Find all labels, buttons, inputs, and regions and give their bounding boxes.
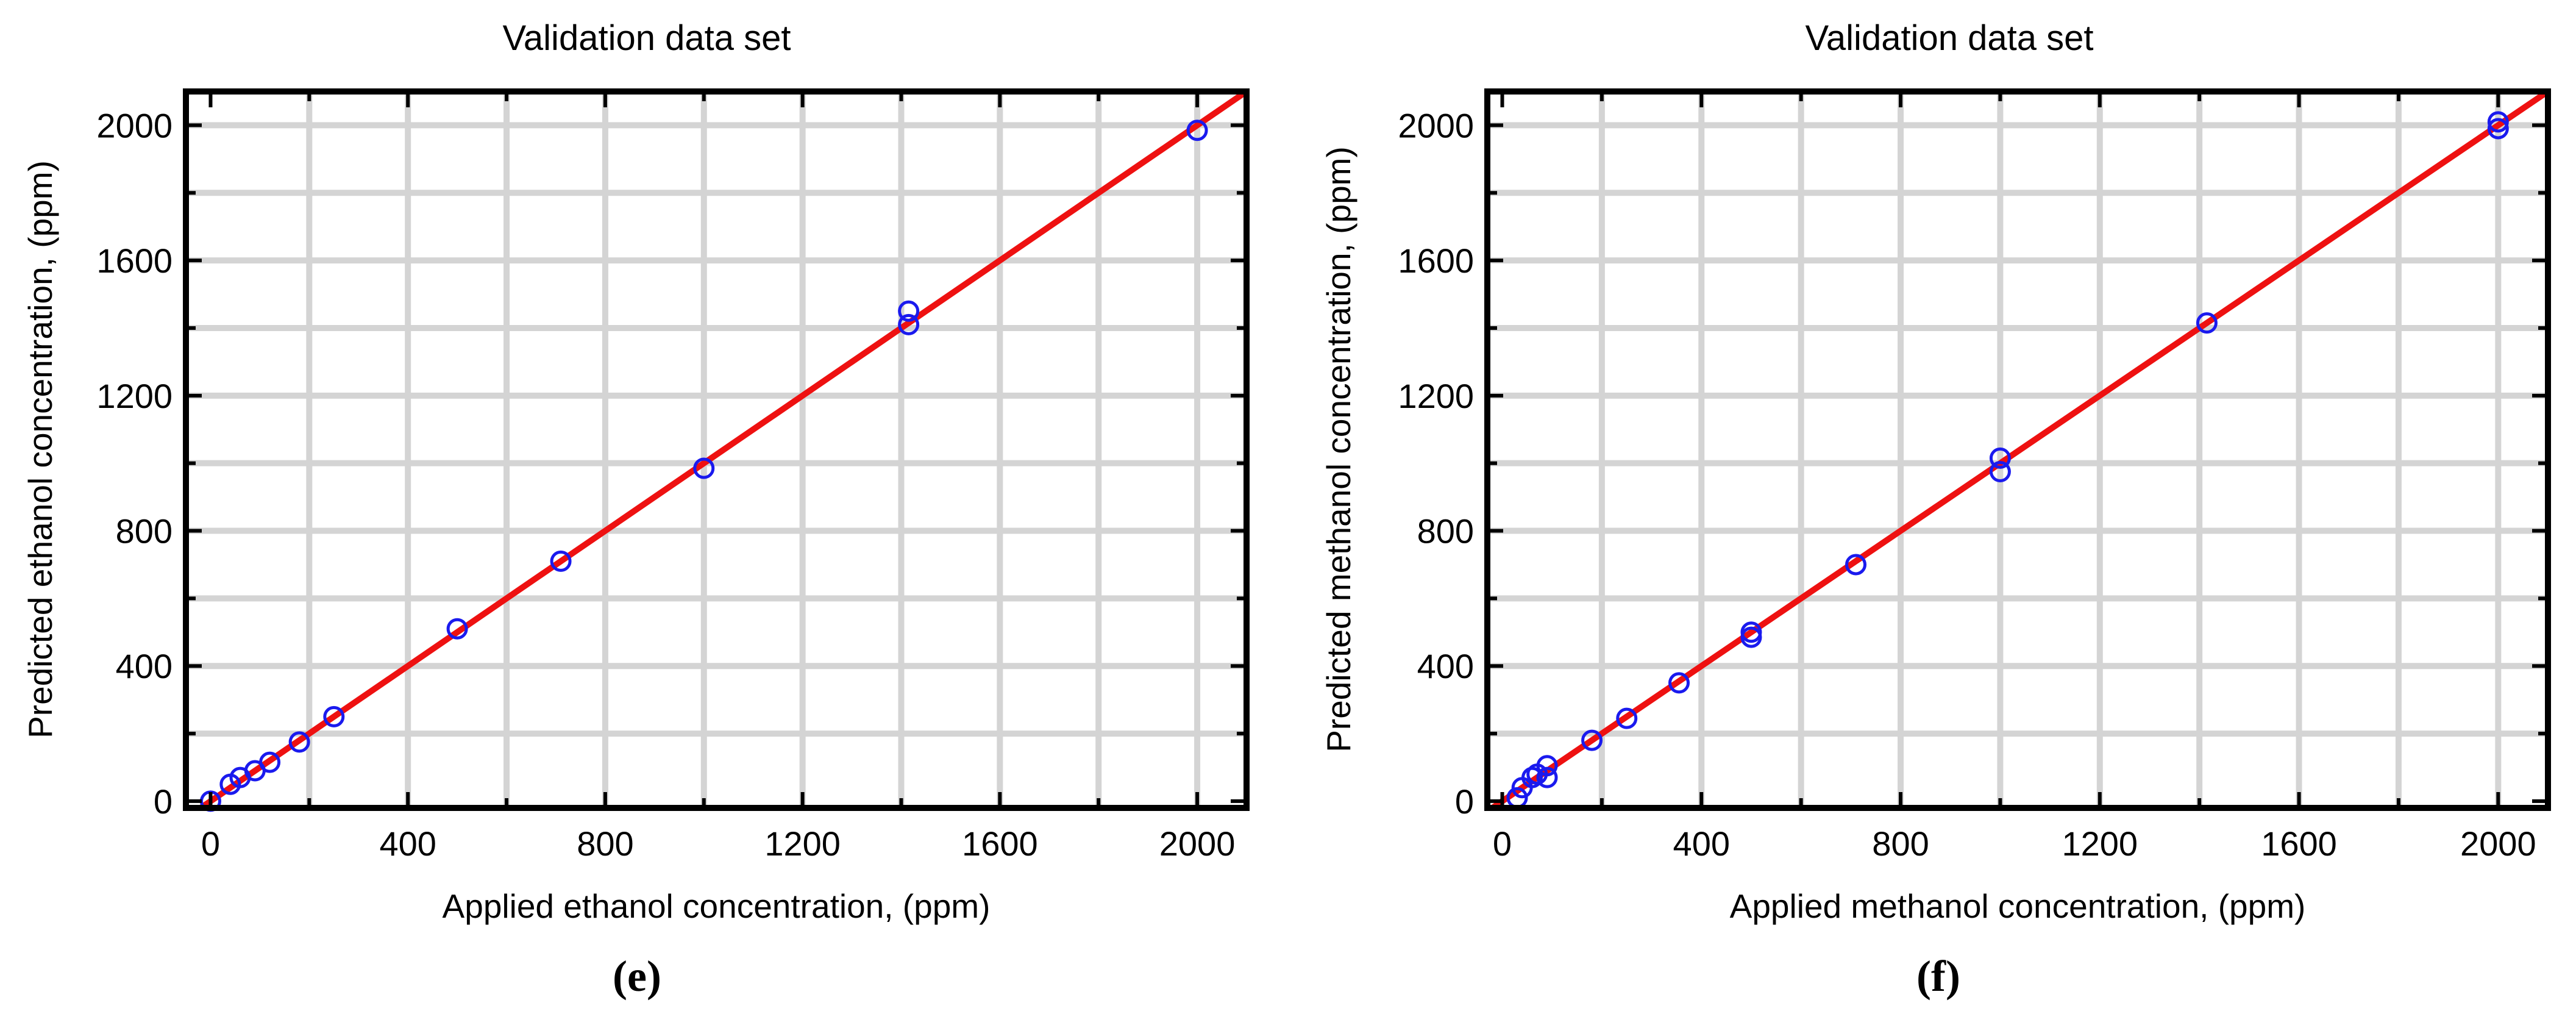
plot-frame <box>1484 88 2551 811</box>
chart-panel-f: Validation data set 0400800120016002000 … <box>1320 18 2551 1001</box>
x-tick-label: 400 <box>1673 824 1730 863</box>
chart-title: Validation data set <box>503 18 791 58</box>
data-point <box>2196 312 2218 334</box>
data-point <box>1845 554 1867 576</box>
y-tick-label: 2000 <box>1398 106 1474 145</box>
data-point <box>898 313 920 335</box>
x-tick-labels: 0 400 800 1200 1600 2000 <box>1493 824 2536 863</box>
grid <box>186 91 1247 808</box>
y-axis-label: Predicted methanol concentration, (ppm) <box>1320 146 1357 752</box>
data-point <box>1740 626 1762 648</box>
y-tick-label: 1200 <box>1398 377 1474 415</box>
data-point <box>693 457 715 479</box>
y-axis-label: Predicted ethanol concentration, (ppm) <box>21 160 59 738</box>
x-tick-label: 400 <box>379 824 436 863</box>
data-point <box>259 751 281 773</box>
data-point <box>1186 120 1208 141</box>
x-tick-label: 1200 <box>2062 824 2138 863</box>
x-tick-label: 1600 <box>2261 824 2337 863</box>
x-tick-label: 800 <box>1872 824 1929 863</box>
y-tick-label: 800 <box>1417 512 1474 551</box>
y-tick-label: 0 <box>154 782 173 821</box>
y-tick-labels: 0 400 800 1200 1600 2000 <box>1398 106 1474 820</box>
data-point <box>1581 729 1603 751</box>
y-tick-label: 400 <box>116 647 173 685</box>
scatter-points <box>1506 111 2509 809</box>
data-point <box>550 550 572 572</box>
data-point <box>898 300 920 322</box>
x-tick-label: 2000 <box>2460 824 2536 863</box>
data-point <box>1536 755 1558 777</box>
x-tick-label: 0 <box>1493 824 1512 863</box>
chart-panel-e: Validation data set 0400800120016002000 … <box>21 18 1250 1001</box>
data-point <box>1668 672 1690 694</box>
y-tick-label: 800 <box>116 512 173 551</box>
data-point <box>1536 766 1558 788</box>
y-tick-label: 400 <box>1417 647 1474 685</box>
fit-line <box>195 91 1247 808</box>
panel-label: (e) <box>613 952 661 1001</box>
data-point <box>1989 461 2011 483</box>
x-axis-label: Applied ethanol concentration, (ppm) <box>443 887 991 925</box>
data-point <box>323 705 345 727</box>
x-tick-label: 2000 <box>1159 824 1236 863</box>
grid <box>1487 91 2548 808</box>
data-point <box>1521 766 1543 788</box>
y-tick-labels: 0 400 800 1200 1600 2000 <box>96 106 173 820</box>
fit-line-layer <box>195 91 1247 808</box>
chart-title: Validation data set <box>1806 18 2094 58</box>
x-tick-label: 800 <box>577 824 633 863</box>
y-tick-label: 1200 <box>96 377 173 415</box>
plot-frame <box>183 88 1250 811</box>
fit-line-layer <box>1487 91 2548 808</box>
fit-line <box>1487 91 2548 808</box>
x-tick-label: 1200 <box>764 824 841 863</box>
panel-label: (f) <box>1916 952 1960 1001</box>
data-point <box>446 618 468 640</box>
data-point <box>1989 447 2011 469</box>
y-tick-label: 1600 <box>96 241 173 280</box>
y-tick-label: 0 <box>1455 782 1474 821</box>
x-axis-label: Applied methanol concentration, (ppm) <box>1730 887 2306 925</box>
x-tick-label: 1600 <box>962 824 1038 863</box>
y-tick-label: 2000 <box>96 106 173 145</box>
x-tick-labels: 0 400 800 1200 1600 2000 <box>201 824 1235 863</box>
x-tick-label: 0 <box>201 824 220 863</box>
data-point <box>2487 111 2509 133</box>
data-point <box>288 731 310 753</box>
data-point <box>1616 707 1638 729</box>
data-point <box>2487 118 2509 140</box>
y-tick-label: 1600 <box>1398 241 1474 280</box>
